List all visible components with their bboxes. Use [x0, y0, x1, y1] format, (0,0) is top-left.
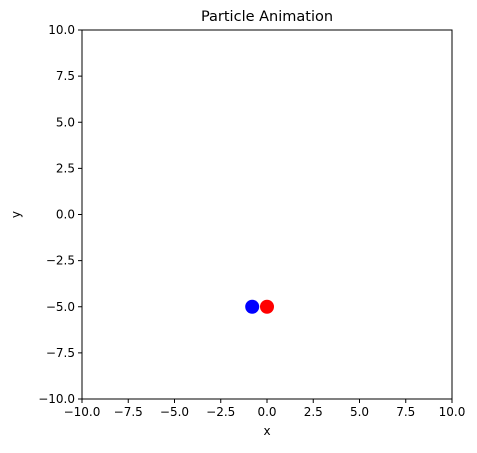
y-tick-label: −10.0	[38, 392, 75, 406]
y-tick-label: 10.0	[48, 23, 75, 37]
y-tick-label: 0.0	[56, 208, 75, 222]
particle-point	[245, 299, 260, 314]
x-tick-label: −10.0	[64, 405, 101, 419]
chart-title: Particle Animation	[201, 9, 333, 25]
x-tick-label: 2.5	[304, 405, 323, 419]
y-tick-label: −5.0	[46, 300, 75, 314]
particle-point	[260, 299, 274, 314]
y-axis: 10.0 7.5 5.0 2.5 0.0 −2.5 −5.0 −7.5 −10.0	[38, 23, 82, 406]
x-tick-label: 7.5	[396, 405, 415, 419]
x-tick-label: 5.0	[350, 405, 369, 419]
y-tick-label: −7.5	[46, 346, 75, 360]
x-tick-label: 10.0	[439, 405, 466, 419]
x-tick-label: −7.5	[114, 405, 143, 419]
x-tick-label: 0.0	[257, 405, 276, 419]
x-axis-label: x	[263, 424, 270, 438]
y-tick-label: 5.0	[56, 115, 75, 129]
y-tick-label: 7.5	[56, 69, 75, 83]
x-axis: −10.0 −7.5 −5.0 −2.5 0.0 2.5 5.0 7.5 10.0	[64, 399, 466, 419]
plot-area	[81, 29, 453, 400]
x-tick-label: −2.5	[206, 405, 235, 419]
x-tick-label: −5.0	[160, 405, 189, 419]
particles	[245, 299, 274, 314]
y-axis-label: y	[9, 211, 23, 218]
y-tick-label: 2.5	[56, 161, 75, 175]
y-tick-label: −2.5	[46, 254, 75, 268]
